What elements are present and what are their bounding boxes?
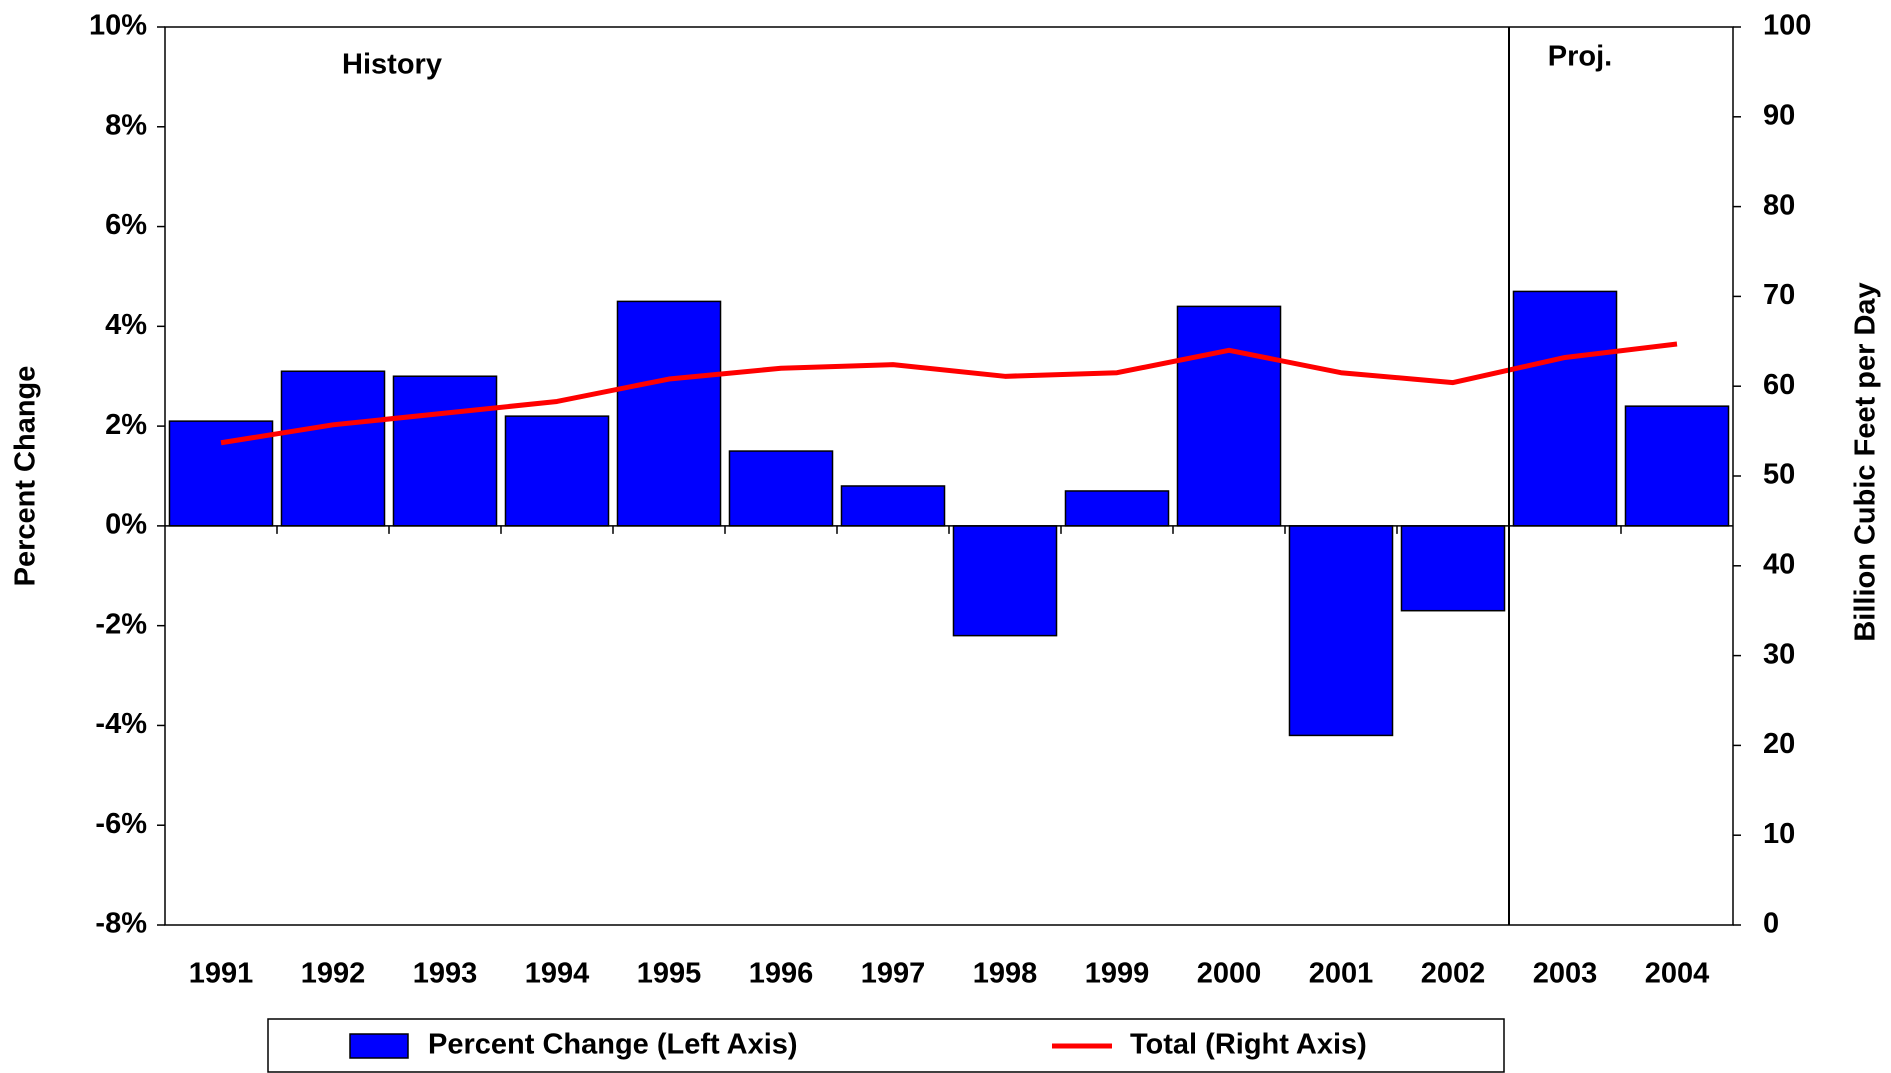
y-tick-label: 10% [89,10,147,42]
bar [728,450,834,527]
legend-label: Total (Right Axis) [1130,1029,1367,1061]
x-tick-label: 2004 [1645,958,1710,990]
bar [1064,490,1170,527]
bar [952,525,1058,637]
x-tick-label: 1994 [525,958,590,990]
x-tick-label: 2003 [1533,958,1598,990]
x-tick-label: 1991 [189,958,254,990]
line [220,341,1678,446]
x-tick-label: 1993 [413,958,478,990]
y-tick-label: 0% [105,509,147,541]
bar [1624,405,1730,527]
y2-tick-label: 10 [1763,818,1795,850]
y2-tick-label: 70 [1763,279,1795,311]
x-tick-label: 1998 [973,958,1038,990]
x-tick-label: 1997 [861,958,926,990]
y2-tick-label: 80 [1763,189,1795,221]
x-tick-label: 1999 [1085,958,1150,990]
annotation: History [342,49,442,81]
x-tick-label: 2001 [1309,958,1374,990]
bar [504,415,610,527]
bar [1288,525,1394,737]
y-tick-label: -6% [95,808,147,840]
y2-tick-label: 100 [1763,10,1811,42]
y-tick-label: 6% [105,209,147,241]
x-tick-label: 1992 [301,958,366,990]
y2-tick-label: 90 [1763,99,1795,131]
y2-tick-label: 30 [1763,638,1795,670]
bar [1176,305,1282,527]
x-tick-label: 1995 [637,958,702,990]
y2-tick-label: 50 [1763,459,1795,491]
bar [840,485,946,527]
x-tick-label: 1996 [749,958,814,990]
legend-box [267,1018,1505,1073]
bar [1512,290,1618,527]
x-tick-label: 2002 [1421,958,1486,990]
bar [1400,525,1506,612]
annotation: Proj. [1548,41,1612,73]
legend-label: Percent Change (Left Axis) [428,1029,798,1061]
y-axis-label: Percent Change [10,366,42,587]
y2-tick-label: 20 [1763,728,1795,760]
bar [280,370,386,527]
y-tick-label: -2% [95,608,147,640]
y-tick-label: 8% [105,109,147,141]
y2-tick-label: 60 [1763,369,1795,401]
y-tick-label: 4% [105,309,147,341]
y-tick-label: 2% [105,409,147,441]
y2-tick-label: 40 [1763,548,1795,580]
legend-swatch [349,1033,409,1059]
y-tick-label: -4% [95,708,147,740]
bar [616,300,722,527]
x-tick-label: 2000 [1197,958,1262,990]
y2-tick-label: 0 [1763,908,1779,940]
y2-axis-label: Billion Cubic Feet per Day [1850,282,1882,641]
bar [392,375,498,527]
y-tick-label: -8% [95,908,147,940]
